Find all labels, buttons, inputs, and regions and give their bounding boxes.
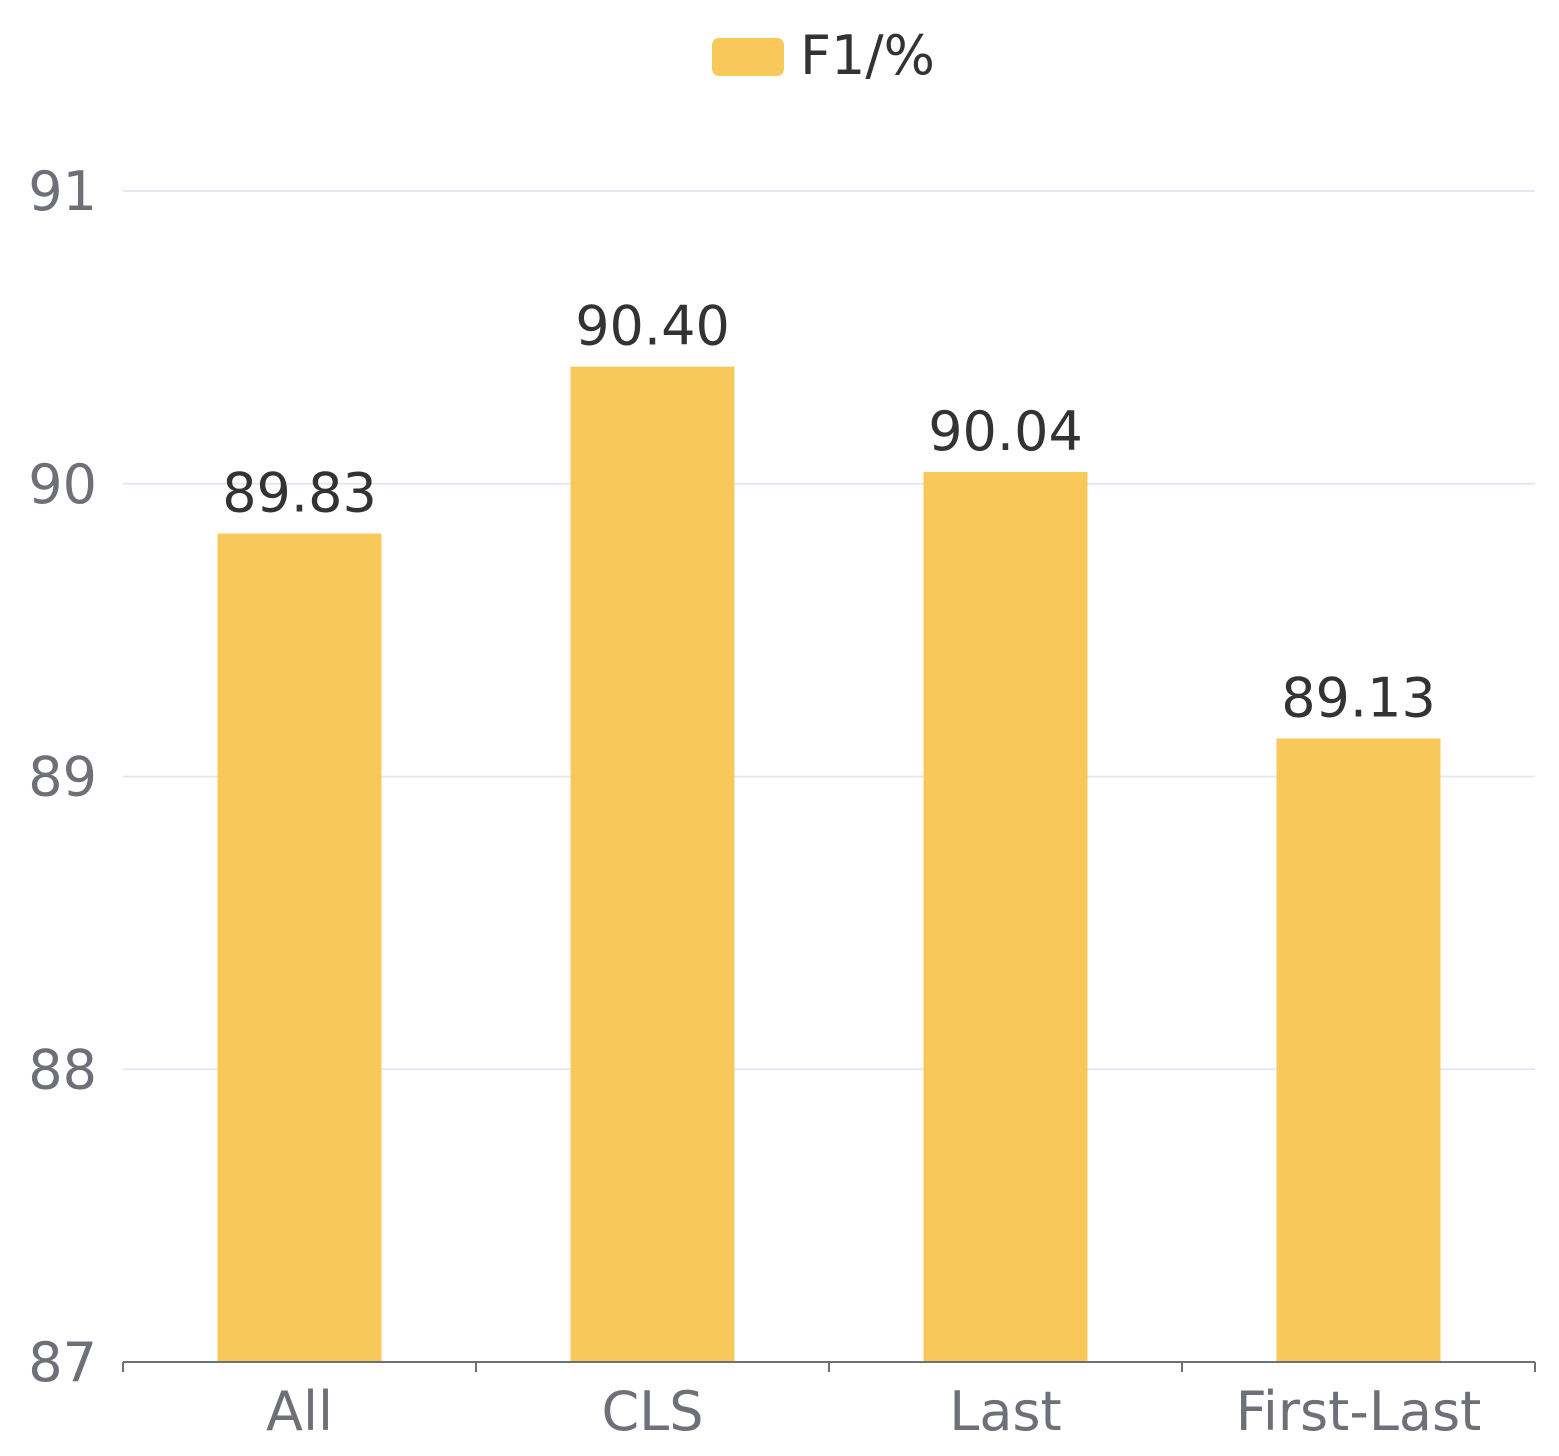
legend-swatch xyxy=(712,38,784,76)
y-tick-label: 90 xyxy=(28,453,97,516)
bar-value-label: 89.83 xyxy=(222,462,377,525)
x-tick-label: All xyxy=(266,1380,333,1443)
x-tick-label: CLS xyxy=(601,1380,703,1443)
x-tick-label: First-Last xyxy=(1236,1380,1482,1443)
y-axis-tick-labels: 87 88 89 90 91 xyxy=(28,160,97,1394)
bar[interactable] xyxy=(217,533,382,1362)
bar-value-labels: 89.83 90.40 90.04 89.13 xyxy=(222,295,1436,730)
bars xyxy=(217,366,1441,1362)
bar[interactable] xyxy=(570,366,735,1362)
legend[interactable]: F1/% xyxy=(712,24,935,87)
x-tick-label: Last xyxy=(949,1380,1061,1443)
y-tick-label: 88 xyxy=(28,1038,97,1101)
x-axis-tick-labels: All CLS Last First-Last xyxy=(266,1380,1481,1443)
bar-value-label: 90.04 xyxy=(928,400,1083,463)
bar-value-label: 90.40 xyxy=(575,295,730,358)
y-tick-label: 87 xyxy=(28,1331,97,1394)
bar[interactable] xyxy=(923,472,1088,1362)
y-tick-label: 91 xyxy=(28,160,97,223)
bar-value-label: 89.13 xyxy=(1281,666,1436,729)
y-tick-label: 89 xyxy=(28,746,97,809)
legend-label: F1/% xyxy=(800,24,935,87)
bar[interactable] xyxy=(1276,738,1441,1362)
x-axis xyxy=(122,1361,1536,1372)
